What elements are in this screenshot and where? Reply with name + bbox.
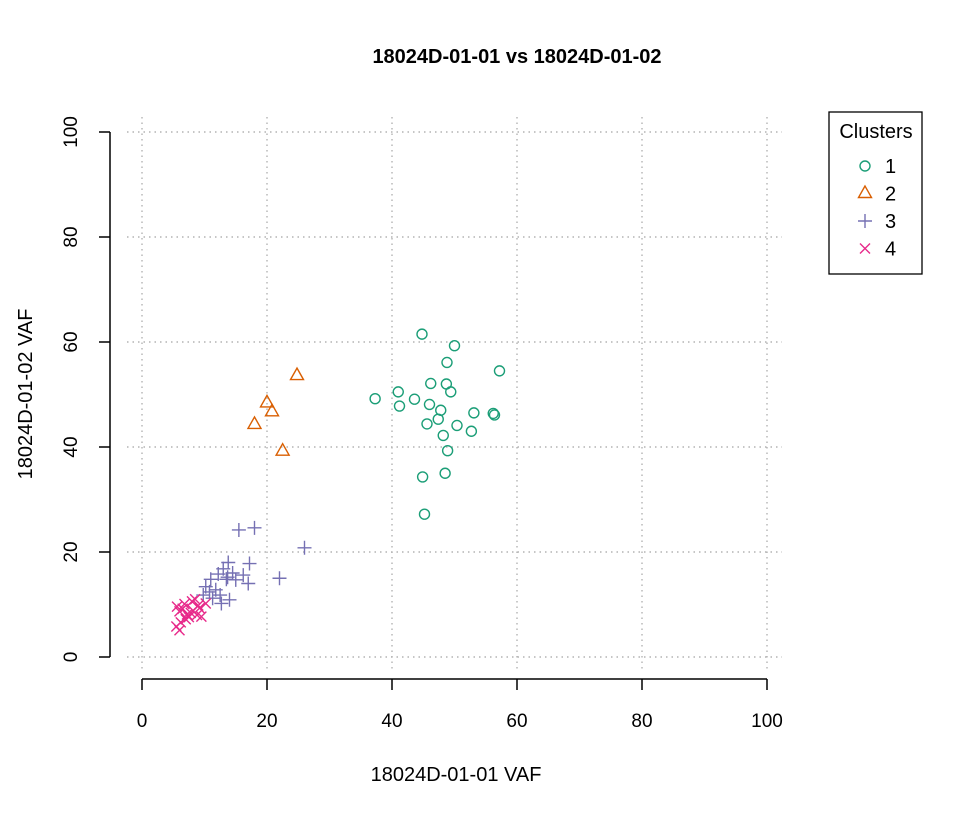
data-point-cluster-1 <box>441 356 453 369</box>
data-point-cluster-1 <box>448 339 461 352</box>
x-tick-label: 40 <box>381 711 402 732</box>
legend-marker-1 <box>859 160 871 172</box>
data-point-cluster-3 <box>216 561 231 576</box>
data-point-cluster-3 <box>228 572 243 587</box>
data-point-cluster-3 <box>220 570 235 585</box>
legend-box <box>828 111 923 275</box>
data-points <box>170 328 506 636</box>
data-point-cluster-3 <box>205 591 220 606</box>
data-point-cluster-3 <box>203 572 218 587</box>
data-point-cluster-1 <box>392 386 404 398</box>
chart-title: 18024D-01-01 vs 18024D-01-02 <box>372 46 661 68</box>
y-tick-label: 60 <box>61 331 82 352</box>
data-point-cluster-1 <box>432 413 444 425</box>
data-point-cluster-3 <box>231 522 246 537</box>
y-axis-label: 18024D-01-02 VAF <box>15 309 37 480</box>
data-point-cluster-1 <box>423 398 436 411</box>
x-tick-label: 0 <box>137 711 148 732</box>
data-point-cluster-1 <box>493 365 506 377</box>
data-point-cluster-1 <box>441 444 454 457</box>
data-point-cluster-1 <box>468 407 480 419</box>
data-point-cluster-1 <box>416 328 428 340</box>
data-point-cluster-1 <box>369 393 381 405</box>
y-tick-label: 100 <box>61 116 82 148</box>
x-tick-label: 60 <box>506 711 527 732</box>
data-point-cluster-4 <box>177 603 189 615</box>
data-point-cluster-1 <box>393 400 406 412</box>
data-point-cluster-1 <box>487 407 499 420</box>
axes: 0 20 40 60 80 100 0 20 40 60 80 100 <box>61 116 783 732</box>
y-tick-label: 0 <box>61 652 82 663</box>
x-tick-label: 80 <box>631 711 652 732</box>
data-point-cluster-2 <box>264 402 280 417</box>
data-point-cluster-3 <box>236 568 251 583</box>
x-tick-label: 20 <box>256 711 277 732</box>
data-point-cluster-4 <box>189 593 201 605</box>
data-point-cluster-1 <box>445 386 457 398</box>
data-point-cluster-1 <box>425 377 437 390</box>
data-point-cluster-2 <box>289 366 305 381</box>
data-point-cluster-3 <box>241 576 256 591</box>
data-point-cluster-3 <box>214 596 229 611</box>
legend-label-3: 3 <box>885 211 896 233</box>
data-point-cluster-2 <box>259 393 275 408</box>
data-point-cluster-1 <box>439 467 451 479</box>
data-point-cluster-3 <box>297 540 312 555</box>
x-tick-label: 100 <box>751 711 783 732</box>
data-point-cluster-4 <box>200 597 212 609</box>
y-tick-label: 80 <box>61 226 82 247</box>
grid <box>127 117 782 672</box>
data-point-cluster-3 <box>242 556 257 571</box>
legend-label-4: 4 <box>885 239 896 261</box>
y-tick-label: 20 <box>61 541 82 562</box>
data-point-cluster-3 <box>272 571 287 586</box>
data-point-cluster-1 <box>408 393 421 405</box>
legend-marker-3 <box>858 214 872 228</box>
data-point-cluster-4 <box>195 611 207 623</box>
data-point-cluster-2 <box>274 442 291 456</box>
data-point-cluster-4 <box>192 600 204 612</box>
legend-title: Clusters <box>839 121 912 143</box>
data-point-cluster-3 <box>247 520 262 535</box>
data-point-cluster-1 <box>437 429 449 442</box>
data-point-cluster-1 <box>416 471 429 483</box>
legend-marker-2 <box>857 184 873 199</box>
legend-label-1: 1 <box>885 156 896 178</box>
data-point-cluster-1 <box>488 409 501 421</box>
data-point-cluster-3 <box>202 584 217 599</box>
data-point-cluster-1 <box>465 425 478 437</box>
data-point-cluster-1 <box>421 418 433 430</box>
data-point-cluster-4 <box>174 624 185 636</box>
legend-marker-4 <box>859 243 871 254</box>
x-axis-label: 18024D-01-01 VAF <box>371 764 542 786</box>
legend-label-2: 2 <box>885 184 896 206</box>
data-point-cluster-1 <box>418 508 431 520</box>
data-point-cluster-1 <box>451 419 463 432</box>
data-point-cluster-4 <box>194 602 205 614</box>
data-point-cluster-3 <box>222 592 237 607</box>
data-point-cluster-3 <box>213 588 228 603</box>
y-tick-label: 40 <box>61 436 82 457</box>
data-point-cluster-2 <box>246 415 263 430</box>
legend: Clusters 1 2 3 4 <box>828 111 923 275</box>
